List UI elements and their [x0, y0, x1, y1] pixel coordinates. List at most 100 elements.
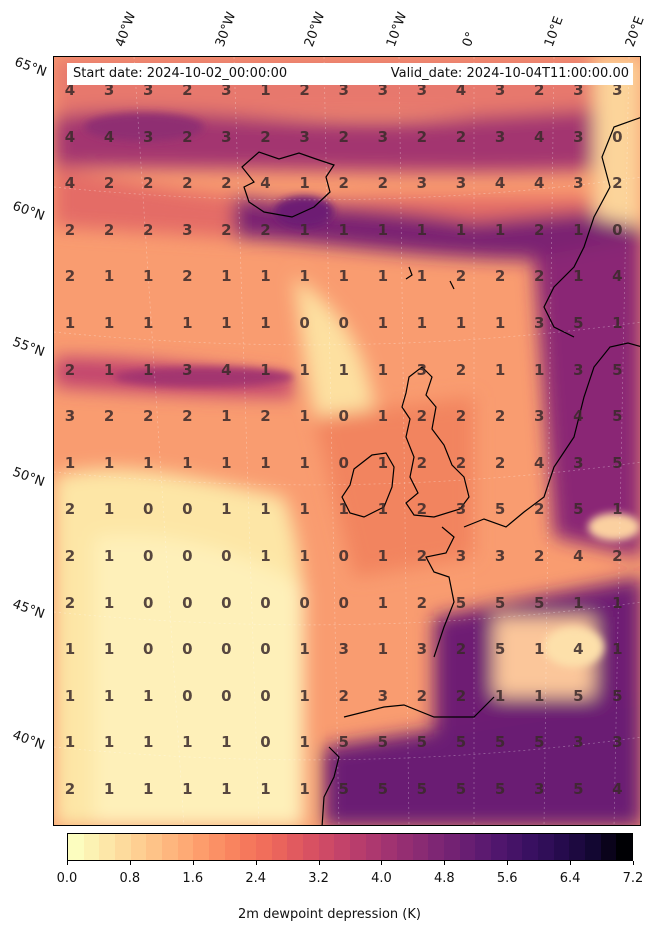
grid-value: 3 [455, 500, 467, 519]
grid-value: 4 [573, 547, 584, 565]
grid-value: 1 [299, 407, 310, 426]
grid-value: 1 [221, 733, 232, 752]
colorbar-tick-mark [192, 861, 194, 865]
grid-value: 5 [612, 453, 623, 472]
colorbar-segment [538, 834, 554, 860]
grid-value: 3 [416, 81, 428, 99]
grid-value: 4 [573, 640, 584, 659]
grid-value: 3 [221, 127, 232, 146]
grid-value: 1 [377, 547, 389, 565]
start-date-label: Start date: 2024-10-02_00:00:00 [73, 66, 288, 81]
colorbar-segment [240, 834, 257, 860]
colorbar-segment [162, 834, 178, 860]
grid-value: 1 [182, 780, 193, 798]
colorbar-segment [553, 834, 570, 860]
grid-value: 3 [182, 360, 193, 379]
colorbar-segment [287, 834, 304, 860]
grid-value: 4 [64, 81, 76, 99]
grid-value: 1 [299, 780, 310, 798]
lon-label: 10°W [383, 10, 411, 49]
colorbar-tick-mark [444, 861, 446, 865]
grid-value: 1 [573, 220, 584, 239]
grid-value: 3 [142, 81, 154, 99]
grid-value: 2 [455, 640, 467, 659]
colorbar-tick-mark [318, 861, 320, 865]
lat-label: 40°N [10, 727, 47, 754]
colorbar-segment [506, 834, 523, 860]
grid-value: 2 [494, 407, 506, 426]
grid-value: 0 [338, 593, 349, 612]
grid-value: 5 [416, 780, 428, 798]
grid-value: 2 [182, 127, 193, 146]
colorbar-segment [444, 834, 460, 860]
grid-value: 4 [533, 174, 545, 193]
grid-value: 0 [221, 593, 232, 612]
grid-value: 1 [377, 220, 389, 239]
grid-value: 2 [221, 220, 232, 239]
grid-value: 2 [494, 453, 506, 472]
grid-value: 3 [338, 640, 349, 659]
grid-value: 1 [299, 453, 310, 472]
graticule [54, 57, 640, 825]
grid-value: 3 [533, 314, 545, 332]
grid-value: 3 [338, 81, 349, 99]
colorbar-tick-mark [633, 861, 634, 865]
grid-value: 1 [103, 360, 115, 379]
grid-value: 4 [455, 81, 467, 99]
grid-value: 3 [455, 174, 467, 193]
grid-value: 2 [64, 780, 76, 798]
grid-value: 5 [494, 500, 506, 519]
grid-value: 1 [299, 360, 310, 379]
grid-value: 1 [64, 453, 76, 472]
lat-label: 50°N [10, 464, 47, 491]
grid-value: 5 [612, 360, 623, 379]
grid-value: 1 [299, 267, 310, 286]
grid-value: 1 [64, 314, 76, 332]
valid-date-label: Valid_date: 2024-10-04T11:00:00.00 [390, 66, 629, 81]
grid-value: 0 [142, 640, 154, 659]
colorbar-tick-label: 4.0 [371, 871, 392, 886]
grid-value: 2 [182, 267, 193, 286]
grid-value: 1 [299, 733, 310, 752]
grid-value: 3 [64, 407, 76, 426]
grid-value: 1 [377, 500, 389, 519]
grid-value: 5 [573, 686, 584, 705]
grid-value: 3 [182, 220, 193, 239]
grid-value: 3 [573, 127, 584, 146]
grid-value: 1 [377, 407, 389, 426]
grid-value: 1 [221, 407, 232, 426]
grid-value: 1 [142, 360, 154, 379]
grid-value: 1 [494, 686, 506, 705]
colorbar-segment [177, 834, 194, 860]
grid-value: 2 [533, 220, 545, 239]
colorbar-segment [491, 834, 507, 860]
colorbar-tick-label: 1.6 [182, 871, 204, 886]
grid-value: 4 [64, 127, 76, 146]
colorbar-tick-label: 4.8 [433, 871, 455, 886]
colorbar-segment [256, 834, 272, 860]
grid-value: 2 [416, 127, 428, 146]
grid-value: 2 [533, 500, 545, 519]
colorbar-segment [146, 834, 163, 860]
grid-value: 2 [182, 81, 193, 99]
grid-value: 1 [221, 267, 232, 286]
grid-value: 0 [338, 547, 349, 565]
grid-value: 2 [377, 174, 389, 193]
grid-value: 4 [573, 407, 584, 426]
grid-value: 3 [377, 686, 389, 705]
grid-value: 1 [260, 547, 271, 565]
grid-value: 2 [416, 547, 428, 565]
colorbar-segment [428, 834, 445, 860]
lon-label: 10°E [541, 14, 567, 50]
grid-value: 0 [338, 314, 349, 332]
grid-value: 1 [338, 220, 349, 239]
grid-value: 4 [103, 127, 115, 146]
lon-label: 20°W [301, 10, 329, 49]
colorbar-tick-label: 7.2 [622, 871, 644, 886]
grid-value: 0 [221, 640, 232, 659]
grid-value: 3 [573, 81, 584, 99]
colorbar-segment [193, 834, 210, 860]
grid-value: 2 [533, 81, 545, 99]
grid-value: 5 [494, 640, 506, 659]
grid-value: 1 [338, 360, 349, 379]
